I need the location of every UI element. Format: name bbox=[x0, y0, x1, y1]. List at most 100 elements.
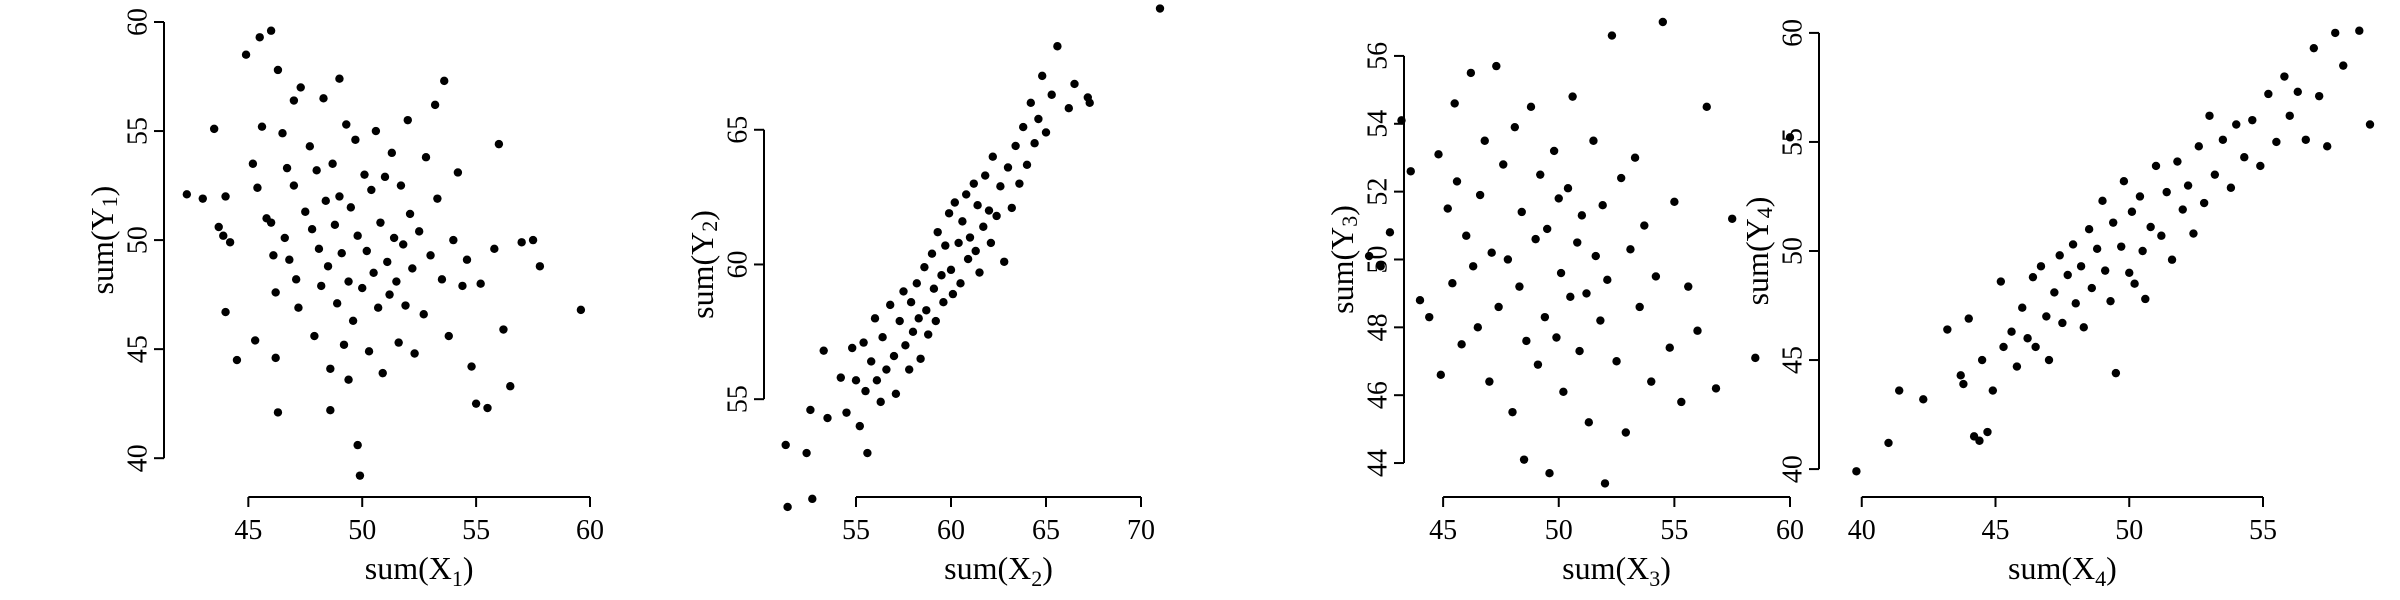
data-point bbox=[819, 346, 828, 355]
data-point bbox=[1943, 325, 1952, 334]
data-point bbox=[1545, 469, 1554, 478]
data-point bbox=[2106, 296, 2115, 306]
x-tick-label: 55 bbox=[462, 515, 490, 546]
data-point bbox=[1522, 336, 1531, 346]
data-point bbox=[317, 281, 326, 291]
data-point bbox=[2365, 120, 2375, 129]
data-point bbox=[2028, 272, 2038, 282]
data-point bbox=[528, 235, 538, 245]
data-point bbox=[294, 303, 303, 312]
data-point bbox=[946, 265, 956, 275]
data-point bbox=[2280, 72, 2289, 81]
y-tick-label: 60 bbox=[723, 250, 754, 278]
data-point bbox=[924, 330, 933, 339]
data-point bbox=[1677, 397, 1686, 407]
data-point bbox=[1711, 384, 1721, 393]
data-point bbox=[335, 74, 344, 83]
scatter-panel-2: 55 60 65 70 55 60 65 sum(X2) sum(Y2) bbox=[684, 4, 1165, 591]
data-point bbox=[1526, 102, 1536, 112]
data-point bbox=[335, 192, 344, 201]
data-point bbox=[1436, 370, 1446, 380]
data-point bbox=[2068, 240, 2078, 249]
data-point bbox=[328, 159, 337, 168]
data-point bbox=[848, 343, 857, 353]
data-point bbox=[1041, 128, 1051, 137]
y-axis-title: sum(Y4) bbox=[1739, 197, 1777, 306]
data-point bbox=[2285, 111, 2294, 120]
data-point bbox=[962, 190, 971, 199]
data-point bbox=[1047, 90, 1056, 99]
data-point bbox=[2098, 196, 2107, 206]
data-point bbox=[535, 262, 545, 271]
x-tick-label: 70 bbox=[1127, 515, 1155, 546]
data-point bbox=[337, 248, 346, 258]
data-point bbox=[440, 76, 449, 86]
data-point bbox=[1494, 302, 1503, 312]
data-point bbox=[2076, 262, 2086, 271]
data-point bbox=[2012, 362, 2022, 371]
data-point bbox=[808, 494, 817, 504]
data-point bbox=[1658, 17, 1668, 27]
data-point bbox=[253, 183, 262, 192]
data-point bbox=[1999, 342, 2008, 352]
data-point bbox=[1665, 343, 1674, 352]
data-point bbox=[278, 129, 287, 138]
data-point bbox=[1492, 61, 1501, 71]
data-point bbox=[1019, 122, 1028, 132]
data-point bbox=[1475, 190, 1485, 200]
x-tick-label: 50 bbox=[348, 515, 376, 546]
data-point bbox=[1533, 360, 1543, 369]
data-point bbox=[330, 220, 340, 230]
data-point bbox=[891, 389, 901, 398]
data-point bbox=[2031, 342, 2040, 352]
data-point bbox=[986, 238, 996, 248]
data-point bbox=[373, 303, 383, 312]
data-point bbox=[1508, 407, 1517, 417]
data-point bbox=[401, 301, 410, 310]
data-point bbox=[273, 408, 283, 417]
data-point bbox=[380, 172, 390, 182]
data-point bbox=[266, 218, 276, 227]
data-point bbox=[912, 279, 921, 288]
y-axis-title: sum(Y1) bbox=[84, 186, 122, 295]
data-point bbox=[861, 386, 870, 396]
data-point bbox=[1406, 167, 1415, 176]
y-tick-label: 50 bbox=[123, 226, 154, 254]
data-point bbox=[1956, 371, 1965, 380]
data-point bbox=[1600, 479, 1610, 488]
y-tick-label: 50 bbox=[1778, 237, 1809, 265]
data-point bbox=[2218, 135, 2228, 144]
data-point bbox=[2157, 231, 2166, 240]
data-point bbox=[802, 448, 811, 458]
data-point bbox=[956, 279, 965, 288]
data-point bbox=[1007, 203, 1016, 213]
data-point bbox=[2226, 183, 2236, 192]
data-point bbox=[2119, 177, 2129, 186]
data-point bbox=[1591, 251, 1600, 261]
data-point bbox=[462, 255, 472, 264]
data-point bbox=[517, 238, 526, 247]
scatter-panel-1: 45 50 55 60 40 45 50 55 60 sum(X1) sum(Y1) bbox=[84, 8, 604, 591]
data-point bbox=[1996, 277, 2006, 286]
data-point bbox=[2293, 87, 2302, 96]
data-point bbox=[1566, 292, 1575, 301]
y-axis-title: sum(Y2) bbox=[684, 210, 722, 319]
data-point bbox=[273, 65, 283, 75]
data-point bbox=[2100, 266, 2110, 275]
data-point bbox=[2183, 181, 2193, 190]
data-point bbox=[1452, 177, 1462, 186]
data-point bbox=[984, 206, 994, 215]
data-point bbox=[1693, 326, 1702, 335]
data-point bbox=[2050, 288, 2059, 297]
data-point bbox=[1554, 194, 1563, 203]
data-point bbox=[979, 222, 988, 231]
data-point bbox=[471, 399, 481, 408]
data-point bbox=[889, 351, 899, 361]
data-point bbox=[1485, 377, 1494, 386]
y-tick-label: 60 bbox=[1778, 19, 1809, 47]
data-point bbox=[996, 182, 1005, 191]
data-point bbox=[2339, 61, 2348, 70]
y-axis-title: sum(Y3) bbox=[1324, 205, 1362, 314]
data-point bbox=[1519, 455, 1529, 464]
